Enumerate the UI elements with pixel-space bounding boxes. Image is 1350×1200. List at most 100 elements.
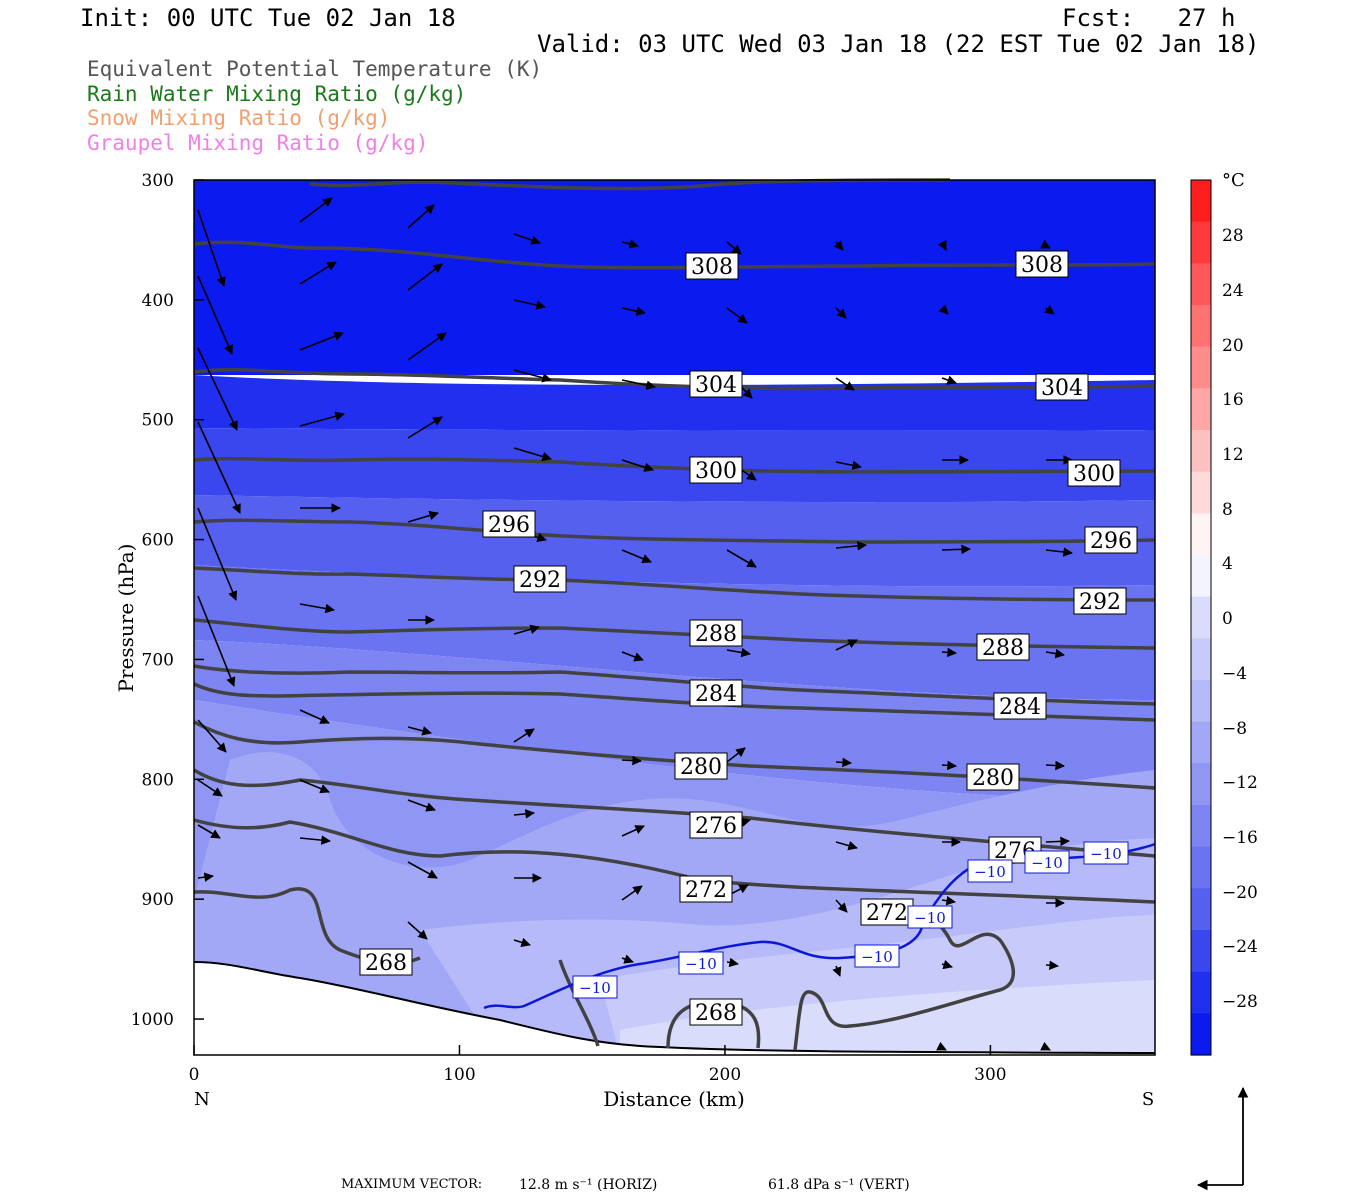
theta-e-label: 296 — [488, 513, 530, 538]
colorbar-swatch — [1191, 971, 1211, 1014]
theta-e-line — [558, 959, 600, 1047]
max-vector-prefix: MAXIMUM VECTOR: — [341, 1177, 483, 1192]
theta-e-label: 284 — [695, 682, 737, 707]
y-tick-label: 900 — [142, 890, 174, 910]
minus10-labels: −10 −10 −10 −10 −10 −10 −10 — [572, 841, 1129, 999]
y-tick-label: 400 — [142, 291, 174, 311]
colorbar-frame — [1190, 179, 1212, 1056]
theta-e-label-box — [1067, 459, 1121, 487]
colorbar-swatch — [1191, 430, 1211, 473]
wind-vector — [197, 507, 238, 601]
theta-e-label: 280 — [972, 766, 1014, 791]
temp-band — [620, 980, 1155, 1055]
minus10-label-box — [1024, 850, 1070, 874]
wind-vector — [726, 957, 739, 968]
wind-vector — [835, 377, 855, 391]
wind-vector — [513, 233, 541, 245]
colorbar-tick-label: 24 — [1222, 281, 1244, 301]
minus10-label: −10 — [685, 955, 717, 973]
colorbar: 28 24 20 16 12 8 4 0 −4 −8 −12 −16 −20 −24 −28 — [1190, 179, 1258, 1056]
y-tick-label: 800 — [142, 770, 174, 790]
theta-e-label-box — [1035, 373, 1089, 401]
wind-vector — [407, 332, 447, 361]
wind-vector — [513, 299, 546, 310]
wind-vector — [621, 549, 652, 564]
colorbar-tick-label: −16 — [1222, 828, 1258, 848]
theta-e-line — [193, 566, 1156, 602]
wind-vector — [513, 447, 552, 462]
x-axis-label: Distance (km) — [603, 1087, 745, 1111]
wind-vector — [941, 647, 957, 658]
colorbar-swatch — [1191, 680, 1211, 723]
wind-vector — [941, 895, 956, 906]
colorbar-swatch — [1191, 888, 1211, 931]
minus10-label-box — [572, 975, 618, 999]
theta-e-label-box — [966, 763, 1020, 791]
wind-vector — [835, 541, 867, 551]
wind-vector — [835, 307, 847, 319]
wind-vector — [299, 411, 345, 427]
theta-e-label: 276 — [695, 814, 737, 839]
wind-vector — [833, 240, 844, 251]
x-tick-label: 0 — [189, 1065, 200, 1085]
theta-e-label-box — [513, 565, 567, 593]
wind-vector — [621, 954, 634, 964]
wind-vector — [407, 799, 436, 812]
theta-e-label: 296 — [1090, 529, 1132, 554]
theta-e-line — [793, 908, 1015, 1051]
minus10-label: −10 — [974, 863, 1006, 881]
wind-vector — [197, 872, 214, 882]
wind-vector — [941, 959, 953, 970]
wind-vector — [621, 755, 642, 766]
colorbar-tick-label: 20 — [1222, 336, 1244, 356]
wind-vector — [513, 937, 531, 948]
minus10-label-box — [1083, 841, 1129, 865]
wind-vector — [832, 965, 842, 977]
wind-vector — [407, 416, 443, 439]
x-tick-label: 200 — [709, 1065, 741, 1085]
wind-vector — [941, 760, 957, 771]
minus10-label-box — [854, 944, 900, 968]
wind-vector — [197, 347, 238, 431]
wind-vector — [936, 1041, 947, 1051]
colorbar-tick-label: 8 — [1222, 500, 1233, 520]
theta-e-label-box — [689, 619, 743, 647]
theta-e-line — [193, 240, 1156, 270]
theta-e-line — [193, 456, 1156, 474]
wind-vector — [621, 885, 643, 901]
max-vector-vert: 61.8 dPa s⁻¹ (VERT) — [768, 1177, 910, 1193]
theta-e-label: 288 — [695, 622, 737, 647]
wind-vector — [621, 379, 656, 390]
theta-e-label-box — [689, 456, 743, 484]
colorbar-swatch — [1191, 471, 1211, 514]
wind-vector — [299, 603, 335, 614]
wind-vector — [299, 709, 330, 724]
y-tick-label: 500 — [142, 411, 174, 431]
x-axis: 0 100 200 300 — [189, 1045, 1007, 1085]
wind-vector — [835, 639, 858, 651]
y-axis-label: Pressure (hPa) — [114, 544, 138, 693]
wind-vector — [726, 241, 742, 255]
wind-vector — [1045, 960, 1059, 971]
legend-theta-e: Equivalent Potential Temperature (K) — [87, 57, 543, 81]
theta-e-label: 272 — [866, 901, 908, 926]
wind-vector — [299, 261, 337, 285]
colorbar-swatch — [1191, 513, 1211, 556]
colorbar-swatch — [1191, 638, 1211, 681]
theta-e-label-box — [1073, 587, 1127, 615]
legend-graupel: Graupel Mixing Ratio (g/kg) — [87, 131, 429, 155]
theta-e-label: 272 — [685, 878, 727, 903]
y-axis: 300 400 500 600 700 800 900 1000 — [131, 171, 204, 1030]
max-vector-horiz: 12.8 m s⁻¹ (HORIZ) — [519, 1177, 658, 1193]
y-tick-label: 300 — [142, 171, 174, 191]
terrain — [194, 962, 1155, 1056]
wind-vector — [513, 624, 540, 635]
theta-e-label: 308 — [1021, 253, 1063, 278]
colorbar-swatch — [1191, 846, 1211, 889]
x-tick-label: 100 — [443, 1065, 475, 1085]
x-tick-label: 300 — [974, 1065, 1006, 1085]
colorbar-swatch — [1191, 1013, 1211, 1056]
theta-e-line — [193, 664, 1156, 706]
theta-e-label: 288 — [982, 636, 1024, 661]
wind-vector — [513, 809, 535, 819]
